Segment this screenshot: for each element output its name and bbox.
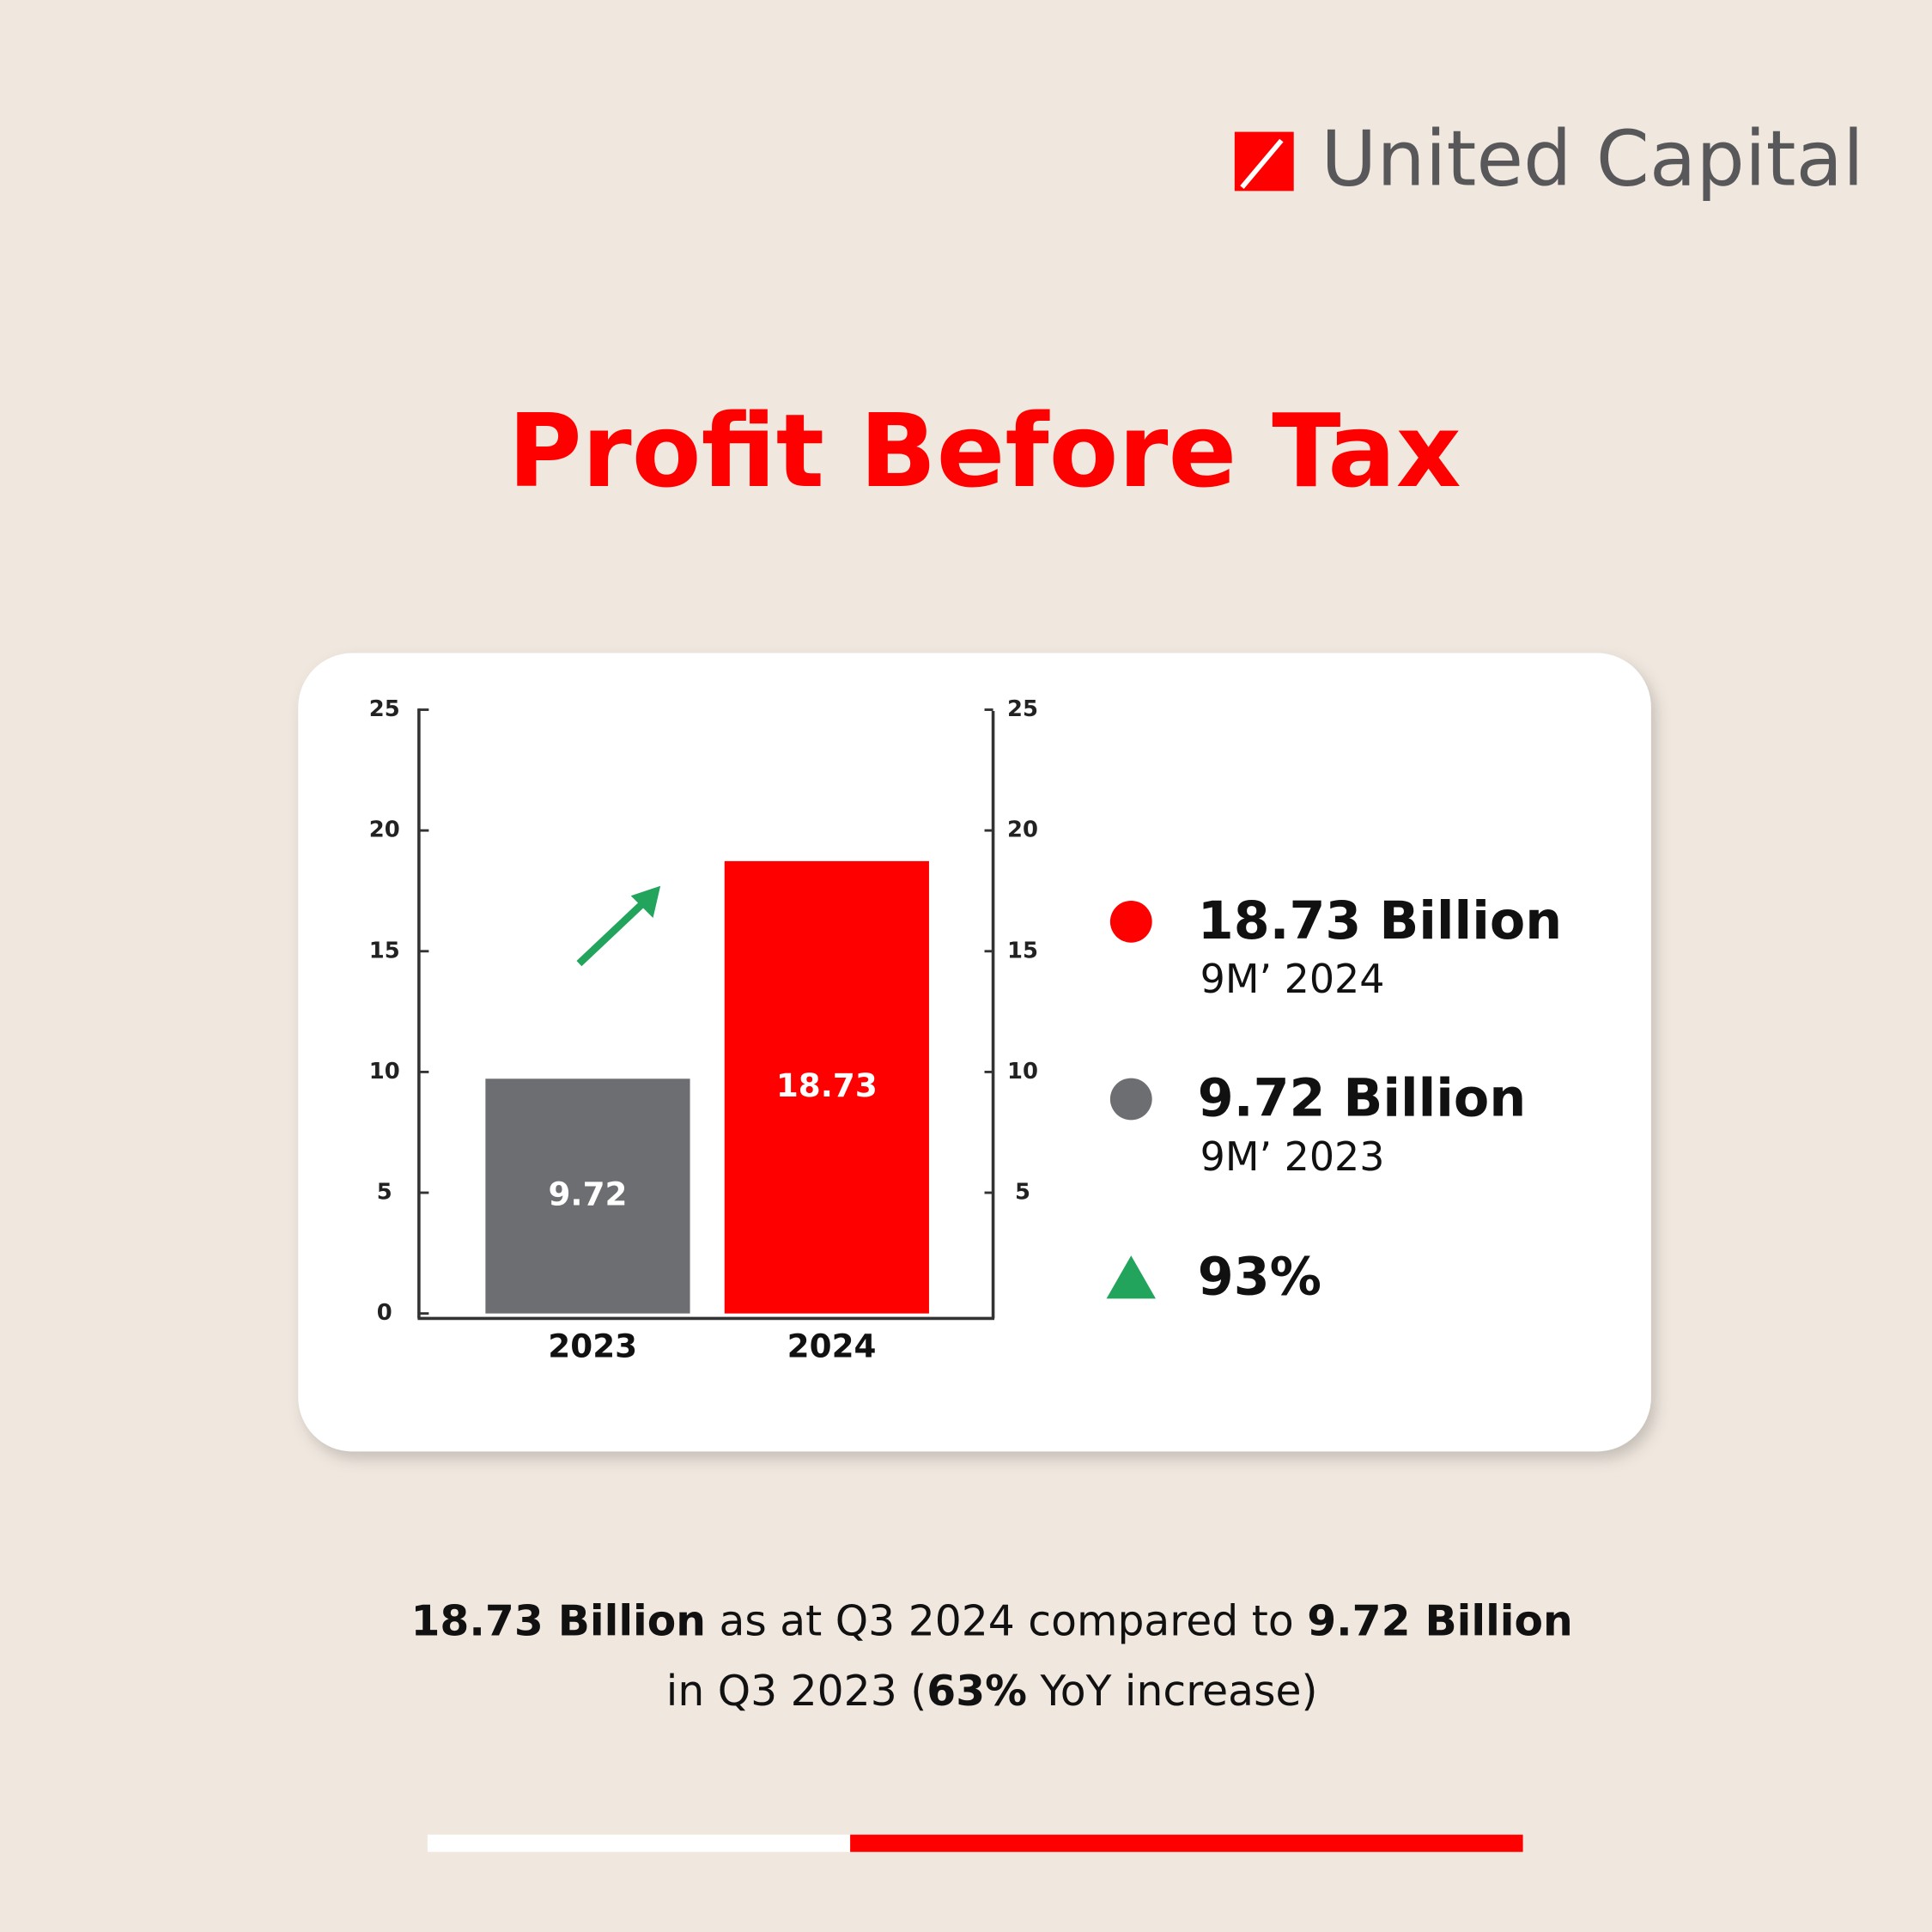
arrow-head: [630, 885, 661, 919]
caption-segment: 63%: [927, 1667, 1027, 1716]
caption-segment: 18.73 Billion: [411, 1596, 706, 1645]
y2-tick-label: 15: [1007, 938, 1038, 963]
progress-track: [427, 1834, 851, 1852]
legend-dot: [1109, 1078, 1152, 1121]
change-triangle: [1106, 1255, 1156, 1299]
y-tick-label: 10: [369, 1059, 400, 1084]
logo-slash: [1240, 138, 1284, 189]
brand-name: United Capital: [1321, 113, 1863, 203]
caption-segment: in Q3 2023 (: [666, 1667, 927, 1716]
legend-sublabel: 9M’ 2024: [1200, 956, 1385, 1002]
caption-segment: YoY increase): [1027, 1667, 1318, 1716]
y-tick-label: 20: [369, 817, 400, 843]
bar-value-label: 18.73: [776, 1066, 878, 1104]
trend-arrow: [576, 885, 661, 967]
y2-tick-label: 5: [1015, 1180, 1030, 1206]
y2-tick-label: 10: [1007, 1059, 1038, 1084]
legend-sublabel: 9M’ 2023: [1200, 1133, 1385, 1180]
card: [298, 653, 1651, 1452]
bar: [724, 860, 929, 1314]
y-tick-label: 15: [369, 938, 400, 963]
caption-line: 18.73 Billion as at Q3 2024 compared to …: [411, 1596, 1573, 1645]
progress-fill: [850, 1834, 1523, 1852]
y-tick-label: 5: [377, 1180, 392, 1206]
plot: 0 5 10 15 20 25 5 10 15 20 25 2023 9.72 2024 18.73 18.7…: [369, 696, 1562, 1364]
legend-dot: [1109, 900, 1152, 943]
y-tick-label: 25: [369, 696, 400, 722]
x-tick-label: 2023: [548, 1327, 637, 1364]
y2-tick-label: 25: [1007, 696, 1038, 722]
y-tick-label: 0: [377, 1300, 392, 1326]
legend-label: 9.72 Billion: [1198, 1068, 1526, 1128]
caption-segment: 9.72 Billion: [1307, 1596, 1573, 1645]
legend-label: 18.73 Billion: [1198, 891, 1562, 951]
chart-title: Profit Before Tax: [507, 392, 1461, 510]
caption-segment: as at Q3 2024 compared to: [706, 1596, 1307, 1645]
caption-line: in Q3 2023 (63% YoY increase): [666, 1667, 1318, 1716]
y2-tick-label: 20: [1007, 817, 1038, 843]
bar: [485, 1078, 690, 1314]
x-tick-label: 2024: [787, 1327, 877, 1364]
bar-value-label: 9.72: [548, 1175, 627, 1212]
change-label: 93%: [1198, 1248, 1321, 1308]
arrow-shaft: [576, 897, 648, 967]
